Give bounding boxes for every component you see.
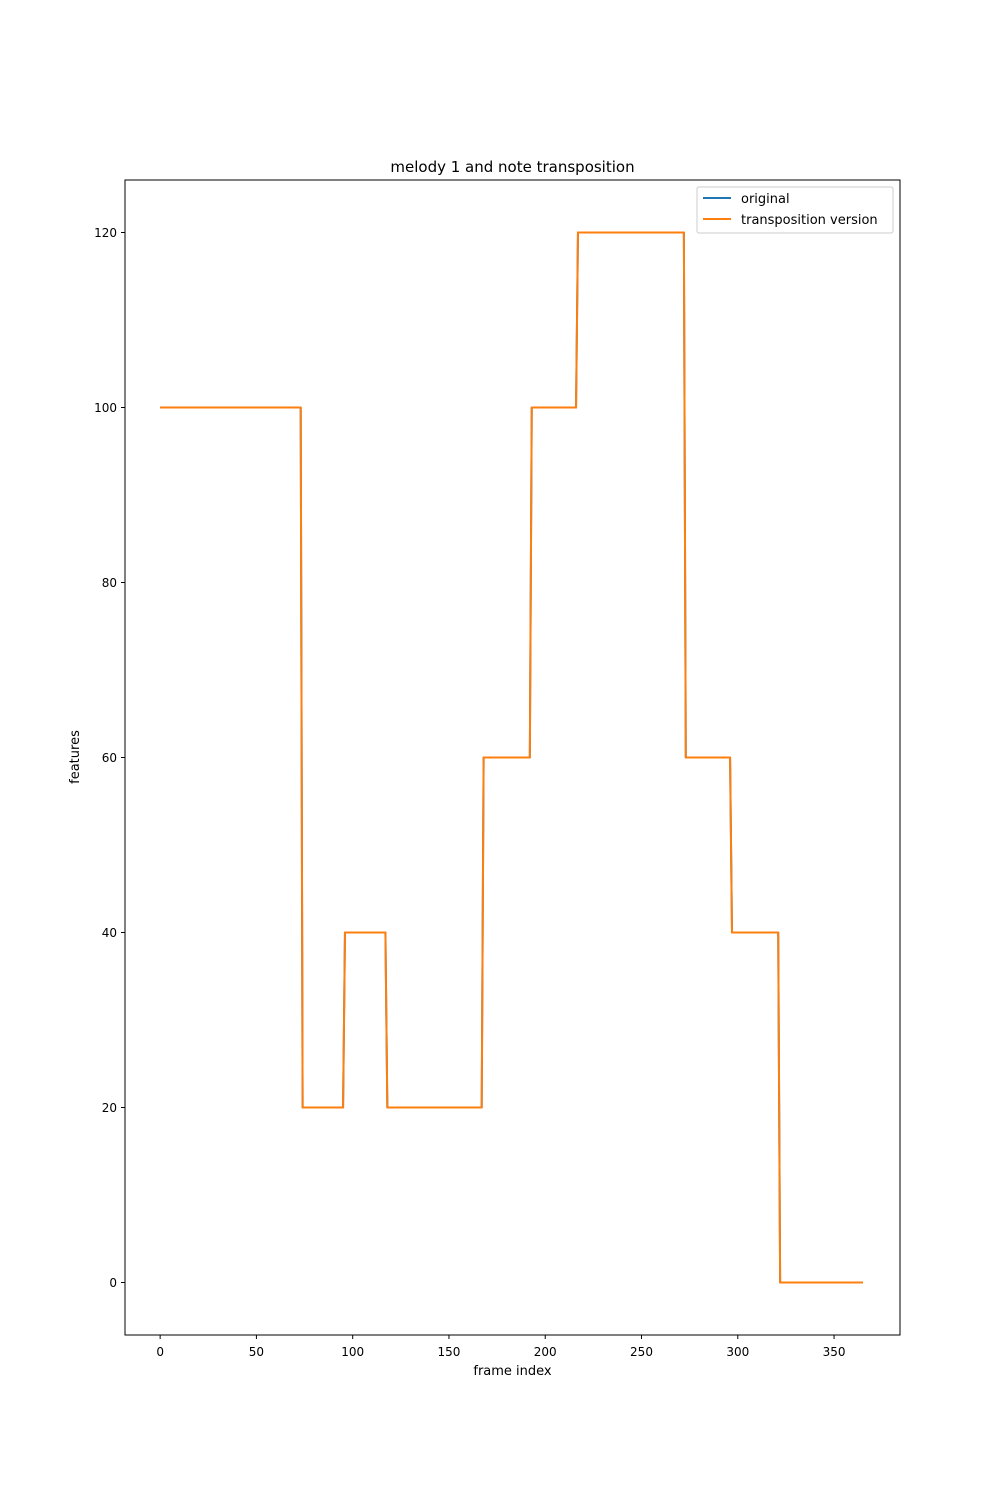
- x-tick-label: 350: [823, 1345, 846, 1359]
- x-tick-label: 200: [534, 1345, 557, 1359]
- y-tick-label: 100: [94, 401, 117, 415]
- series-layer: [160, 231, 863, 1284]
- plot-area: 0 50 100 150 200 250 300 350 0 20 40 60 80 100 120: [94, 179, 901, 1359]
- y-tick-label: 0: [109, 1276, 117, 1290]
- legend-label-original: original: [741, 192, 790, 207]
- y-tick-label: 120: [94, 226, 117, 240]
- x-tick-label: 300: [726, 1345, 749, 1359]
- y-axis: 0 20 40 60 80 100 120: [94, 226, 125, 1290]
- legend-label-transposition-version: transposition version: [741, 213, 878, 228]
- series-line-transposition-version: [160, 231, 863, 1284]
- y-tick-label: 80: [102, 576, 117, 590]
- y-tick-label: 60: [102, 751, 117, 765]
- x-axis-label: frame index: [473, 1364, 552, 1379]
- chart-title: melody 1 and note transposition: [390, 158, 634, 176]
- y-tick-label: 20: [102, 1101, 117, 1115]
- legend: original transposition version: [696, 186, 894, 234]
- y-tick-label: 40: [102, 926, 117, 940]
- x-tick-label: 250: [630, 1345, 653, 1359]
- legend-box: [696, 186, 894, 234]
- x-tick-label: 50: [249, 1345, 264, 1359]
- x-tick-label: 0: [156, 1345, 164, 1359]
- x-tick-label: 100: [341, 1345, 364, 1359]
- x-axis: 0 50 100 150 200 250 300 350: [156, 1335, 846, 1359]
- y-axis-label: features: [68, 730, 83, 784]
- x-tick-label: 150: [438, 1345, 461, 1359]
